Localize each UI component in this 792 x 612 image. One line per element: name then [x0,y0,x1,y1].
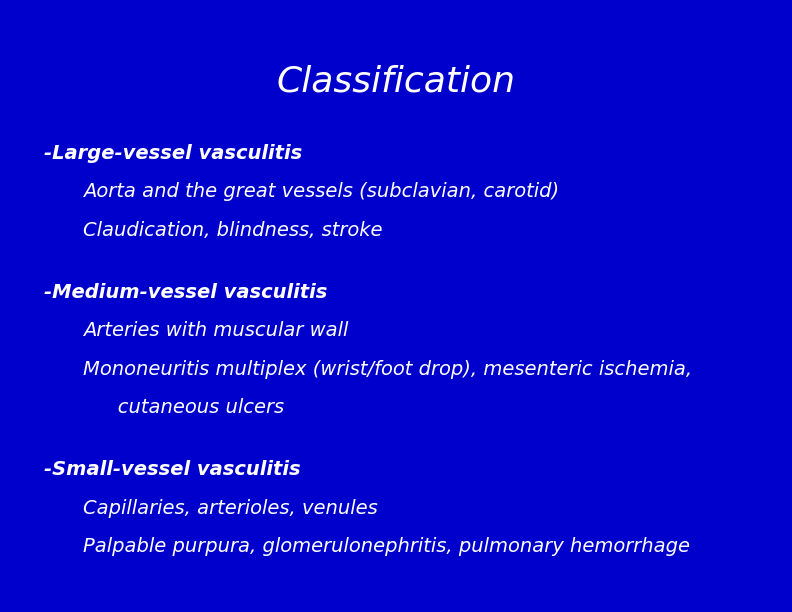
Text: Capillaries, arterioles, venules: Capillaries, arterioles, venules [83,499,378,518]
Text: -Small-vessel vasculitis: -Small-vessel vasculitis [44,460,300,479]
Text: -Large-vessel vasculitis: -Large-vessel vasculitis [44,144,302,163]
Text: Mononeuritis multiplex (wrist/foot drop), mesenteric ischemia,: Mononeuritis multiplex (wrist/foot drop)… [83,360,692,379]
Text: Classification: Classification [276,64,516,99]
Text: cutaneous ulcers: cutaneous ulcers [99,398,284,417]
Text: Aorta and the great vessels (subclavian, carotid): Aorta and the great vessels (subclavian,… [83,182,559,201]
Text: Palpable purpura, glomerulonephritis, pulmonary hemorrhage: Palpable purpura, glomerulonephritis, pu… [83,537,690,556]
Text: -Medium-vessel vasculitis: -Medium-vessel vasculitis [44,283,327,302]
Text: Claudication, blindness, stroke: Claudication, blindness, stroke [83,221,383,240]
Text: Arteries with muscular wall: Arteries with muscular wall [83,321,348,340]
